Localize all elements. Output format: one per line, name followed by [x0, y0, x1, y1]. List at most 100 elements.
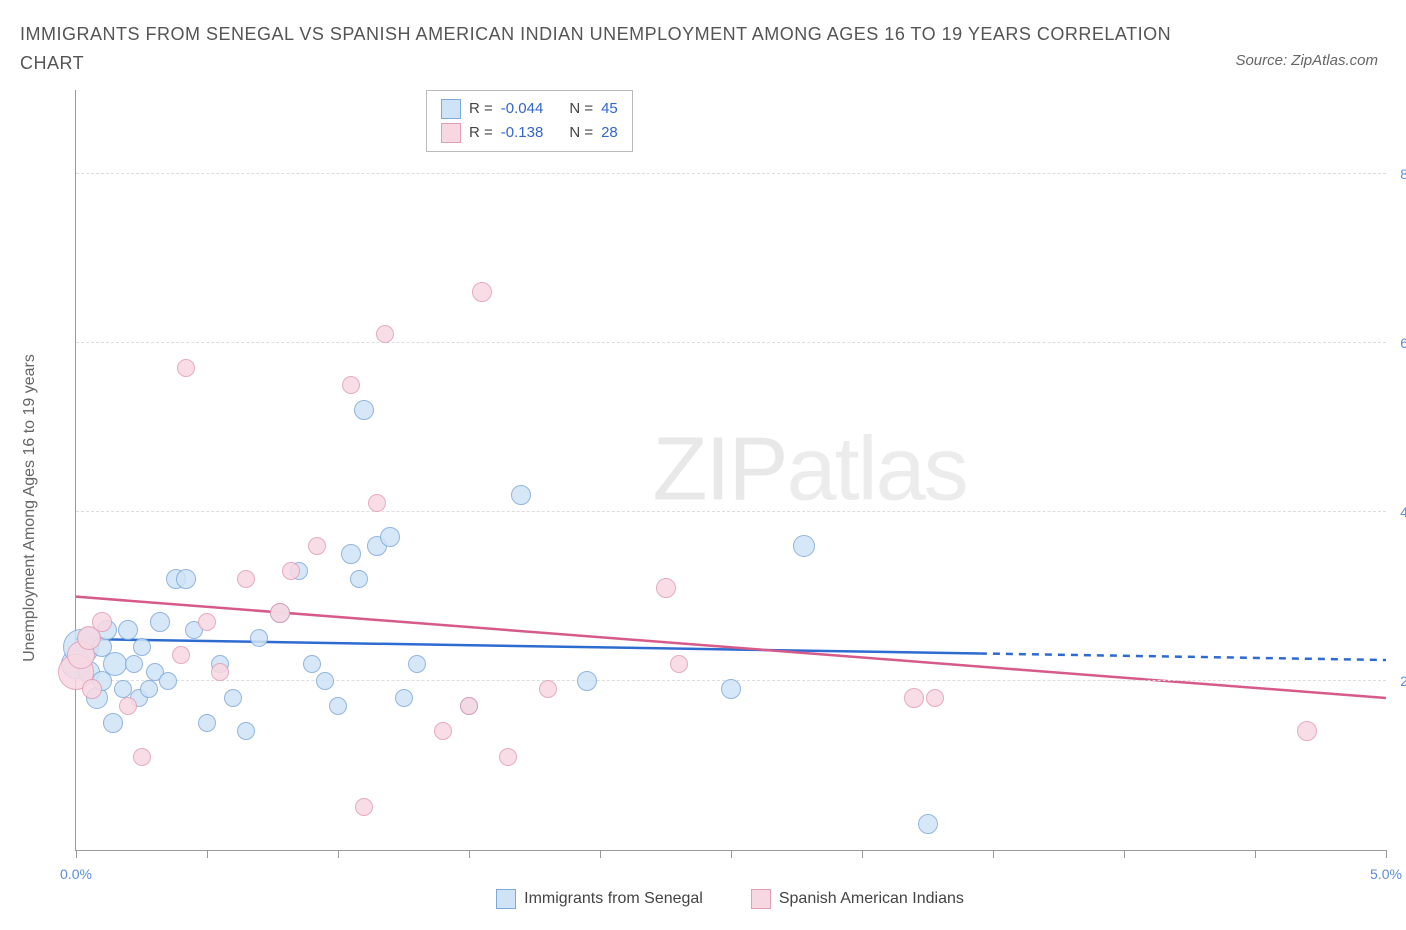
data-point: [460, 697, 478, 715]
stat-value-r: -0.138: [501, 124, 544, 141]
data-point: [303, 655, 321, 673]
stats-legend-row: R = -0.138 N = 28: [441, 121, 618, 145]
stats-legend: R = -0.044 N = 45 R = -0.138 N = 28: [426, 90, 633, 152]
data-point: [472, 282, 492, 302]
data-point: [721, 679, 741, 699]
y-tick-label: 80.0%: [1400, 166, 1406, 182]
data-point: [670, 655, 688, 673]
x-tick: [1124, 850, 1125, 858]
data-point: [198, 613, 216, 631]
stat-label-r: R =: [469, 100, 493, 117]
legend-swatch: [496, 889, 516, 909]
x-tick-label: 5.0%: [1370, 866, 1402, 882]
data-point: [380, 527, 400, 547]
data-point: [118, 620, 138, 640]
data-point: [408, 655, 426, 673]
data-point: [211, 663, 229, 681]
legend-item: Immigrants from Senegal: [496, 889, 703, 909]
trend-line: [76, 638, 980, 653]
data-point: [355, 798, 373, 816]
data-point: [499, 748, 517, 766]
scatter-plot: ZIPatlas R = -0.044 N = 45 R = -0.138 N …: [75, 90, 1386, 851]
x-tick: [600, 850, 601, 858]
data-point: [342, 376, 360, 394]
data-point: [350, 570, 368, 588]
grid-line: [76, 511, 1386, 512]
stat-value-n: 45: [601, 100, 618, 117]
x-tick: [1386, 850, 1387, 858]
legend-swatch: [441, 99, 461, 119]
x-tick: [731, 850, 732, 858]
y-tick-label: 60.0%: [1400, 335, 1406, 351]
x-tick: [76, 850, 77, 858]
data-point: [177, 359, 195, 377]
grid-line: [76, 173, 1386, 174]
data-point: [577, 671, 597, 691]
data-point: [172, 646, 190, 664]
x-tick: [469, 850, 470, 858]
data-point: [150, 612, 170, 632]
data-point: [133, 748, 151, 766]
source-attribution: Source: ZipAtlas.com: [1235, 52, 1378, 69]
data-point: [539, 680, 557, 698]
data-point: [282, 562, 300, 580]
data-point: [82, 679, 102, 699]
chart-container: Unemployment Among Ages 16 to 19 years Z…: [20, 90, 1386, 909]
stat-label-n: N =: [569, 100, 593, 117]
data-point: [918, 814, 938, 834]
legend-label: Spanish American Indians: [779, 890, 964, 908]
data-point: [368, 494, 386, 512]
legend-swatch: [441, 123, 461, 143]
data-point: [224, 689, 242, 707]
stat-value-r: -0.044: [501, 100, 544, 117]
legend-item: Spanish American Indians: [751, 889, 964, 909]
data-point: [904, 688, 924, 708]
data-point: [395, 689, 413, 707]
x-tick-label: 0.0%: [60, 866, 92, 882]
data-point: [250, 629, 268, 647]
y-axis-label: Unemployment Among Ages 16 to 19 years: [21, 354, 39, 662]
data-point: [329, 697, 347, 715]
data-point: [341, 544, 361, 564]
data-point: [159, 672, 177, 690]
x-tick: [862, 850, 863, 858]
data-point: [140, 680, 158, 698]
x-tick: [338, 850, 339, 858]
grid-line: [76, 342, 1386, 343]
legend-label: Immigrants from Senegal: [524, 890, 703, 908]
series-legend: Immigrants from Senegal Spanish American…: [75, 851, 1385, 909]
data-point: [316, 672, 334, 690]
data-point: [270, 603, 290, 623]
stat-label-r: R =: [469, 124, 493, 141]
data-point: [308, 537, 326, 555]
trend-lines: [76, 90, 1386, 850]
stat-value-n: 28: [601, 124, 618, 141]
data-point: [656, 578, 676, 598]
trend-line-extrapolated: [980, 653, 1386, 660]
data-point: [926, 689, 944, 707]
data-point: [434, 722, 452, 740]
data-point: [103, 713, 123, 733]
data-point: [1297, 721, 1317, 741]
stat-label-n: N =: [569, 124, 593, 141]
data-point: [376, 325, 394, 343]
y-tick-label: 40.0%: [1400, 504, 1406, 520]
x-tick: [993, 850, 994, 858]
x-tick: [207, 850, 208, 858]
data-point: [237, 722, 255, 740]
data-point: [125, 655, 143, 673]
legend-swatch: [751, 889, 771, 909]
x-tick: [1255, 850, 1256, 858]
data-point: [119, 697, 137, 715]
data-point: [793, 535, 815, 557]
chart-title: IMMIGRANTS FROM SENEGAL VS SPANISH AMERI…: [20, 20, 1200, 78]
data-point: [92, 612, 112, 632]
y-tick-label: 20.0%: [1400, 673, 1406, 689]
data-point: [176, 569, 196, 589]
data-point: [354, 400, 374, 420]
data-point: [511, 485, 531, 505]
stats-legend-row: R = -0.044 N = 45: [441, 97, 618, 121]
data-point: [198, 714, 216, 732]
data-point: [133, 638, 151, 656]
data-point: [237, 570, 255, 588]
